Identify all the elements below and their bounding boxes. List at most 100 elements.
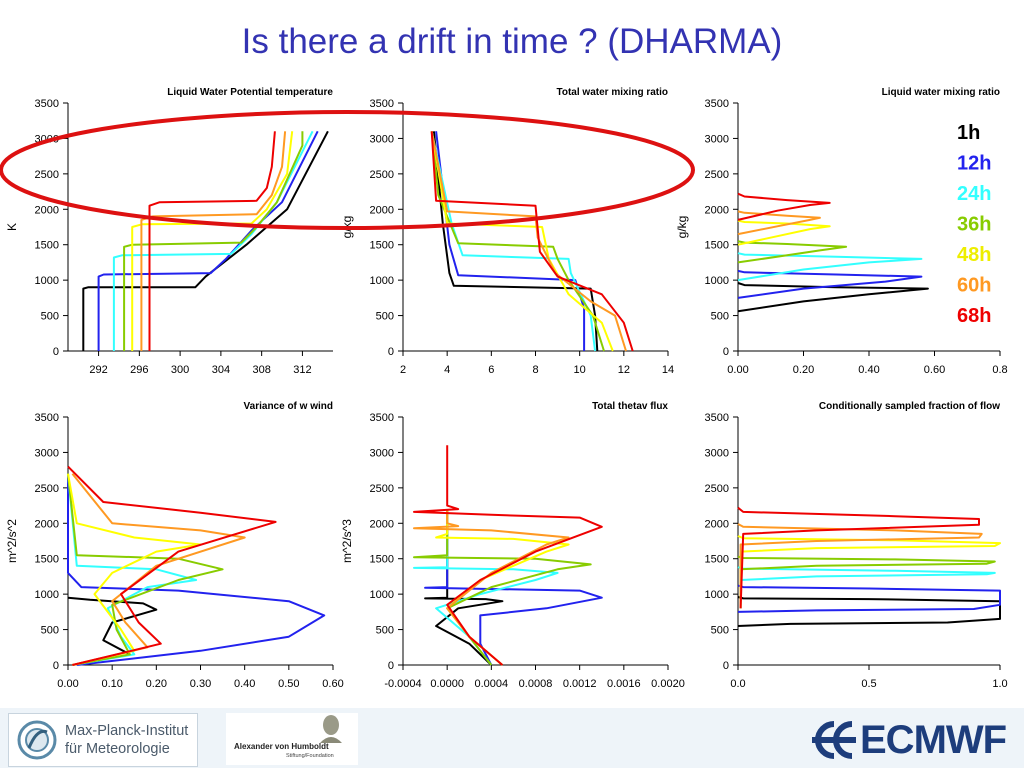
ecmwf-wave-icon (812, 721, 856, 759)
x-tick-label: 8 (532, 364, 538, 376)
x-tick-label: 0.5 (861, 678, 876, 690)
chart-total-water-mixing-ratio: 0 500 1000 1500 2000 2500 3000 3500 2 4 6 8 10 12 14 To… (340, 87, 674, 376)
legend-entry: 1h (957, 122, 980, 144)
x-tick-label: 12 (618, 364, 630, 376)
y-tick-label: 0 (53, 346, 59, 358)
series-line (424, 509, 603, 666)
ecmwf-logo: ECMWF (806, 718, 1018, 762)
series-line (131, 131, 294, 351)
x-tick-label: 10 (574, 364, 586, 376)
y-tick-label: 1500 (370, 554, 394, 566)
series-line (123, 131, 304, 351)
y-tick-label: 500 (41, 625, 59, 637)
series-line (737, 219, 831, 246)
y-tick-label: 1000 (35, 589, 59, 601)
y-tick-label: 2000 (705, 518, 729, 530)
series-line (413, 509, 570, 666)
x-tick-label: 0.20 (793, 364, 814, 376)
y-tick-label: 2000 (35, 204, 59, 216)
x-tick-label: 312 (293, 364, 311, 376)
highlight-ellipse-shape (0, 110, 695, 230)
series-line (737, 596, 1001, 627)
y-tick-label: 3500 (35, 412, 59, 424)
y-tick-label: 500 (41, 311, 59, 323)
chart-conditionally-sampled-fraction: 0 500 1000 1500 2000 2500 3000 3500 0.0 0.5 1.0 Con… (705, 401, 1008, 690)
y-tick-label: 2500 (35, 483, 59, 495)
series-line (67, 596, 158, 656)
x-tick-label: 0.20 (146, 678, 167, 690)
ecmwf-wordmark: ECMWF (860, 718, 1007, 762)
x-tick-label: 0.0 (730, 678, 745, 690)
x-tick-label: 0.0020 (651, 678, 685, 690)
x-tick-label: 296 (130, 364, 148, 376)
x-tick-label: 304 (212, 364, 230, 376)
series-line (737, 240, 848, 264)
series-line (432, 131, 599, 352)
y-tick-label: 1500 (35, 554, 59, 566)
series-line (97, 130, 319, 351)
y-tick-label: 1500 (370, 240, 394, 252)
y-tick-label: 2500 (705, 483, 729, 495)
y-tick-label: 1500 (35, 240, 59, 252)
mpi-logo: Max-Planck-Institut für Meteorologie (8, 713, 198, 767)
x-tick-label: 0.0000 (430, 678, 464, 690)
y-tick-label: 0 (388, 346, 394, 358)
chart-total-thetav-flux: 0 500 1000 1500 2000 2500 3000 3500 -0.0004 0.000… (340, 401, 685, 690)
mpi-line1: Max-Planck-Institut (65, 723, 189, 739)
y-tick-label: 2000 (705, 204, 729, 216)
chart-variance-of-w-wind: 0 500 1000 1500 2000 2500 3000 3500 0.00 0.10 0.20… (5, 401, 344, 690)
legend-entry: 68h (957, 305, 991, 327)
x-tick-label: 0.0016 (607, 678, 641, 690)
chart-title: Liquid water mixing ratio (882, 87, 1000, 98)
y-tick-label: 1000 (705, 275, 729, 287)
y-tick-label: 1500 (705, 554, 729, 566)
y-tick-label: 1000 (35, 275, 59, 287)
y-tick-label: 2000 (35, 518, 59, 530)
series-line (140, 131, 287, 351)
x-tick-label: 4 (444, 364, 450, 376)
series-line (430, 131, 614, 352)
humboldt-subtitle: Stiftung/Foundation (286, 753, 334, 759)
footer-bar: Max-Planck-Institut für Meteorologie Ale… (0, 708, 1024, 768)
x-tick-label: 6 (488, 364, 494, 376)
highlight-ellipse (0, 110, 695, 230)
y-tick-label: 2000 (370, 518, 394, 530)
y-tick-label: 2500 (705, 169, 729, 181)
x-tick-label: 0.60 (924, 364, 945, 376)
y-tick-label: 2500 (35, 169, 59, 181)
series-line (413, 509, 559, 666)
y-tick-label: 1500 (705, 240, 729, 252)
chart-title: Conditionally sampled fraction of flow (819, 401, 1000, 412)
x-tick-label: -0.0004 (384, 678, 421, 690)
series-line (67, 473, 202, 666)
x-tick-label: 300 (171, 364, 189, 376)
humboldt-portrait-icon (320, 715, 342, 743)
x-tick-label: 1.0 (992, 678, 1007, 690)
series-line (737, 523, 983, 609)
chart-liquid-water-mixing-ratio: 0 500 1000 1500 2000 2500 3000 3500 0.00 0.20 0.40… (675, 87, 1008, 376)
x-tick-label: 0.00 (727, 364, 748, 376)
x-tick-label: 0.40 (858, 364, 879, 376)
y-tick-label: 3000 (370, 447, 394, 459)
y-tick-label: 3000 (35, 447, 59, 459)
y-axis-label: m^2/s^2 (5, 519, 19, 563)
y-tick-label: 3500 (705, 98, 729, 110)
legend-entry: 36h (957, 214, 991, 236)
series-line (430, 131, 605, 352)
series-line (737, 252, 923, 282)
series-line (435, 509, 570, 666)
series-line (737, 282, 929, 313)
y-tick-label: 3500 (705, 412, 729, 424)
y-tick-label: 3000 (705, 133, 729, 145)
humboldt-logo: Alexander von Humboldt Stiftung/Foundati… (226, 713, 358, 765)
x-tick-label: 14 (662, 364, 674, 376)
y-tick-label: 500 (711, 625, 729, 637)
series-line (430, 131, 597, 352)
series-line (737, 192, 831, 221)
y-tick-label: 0 (388, 660, 394, 672)
mpi-swirl-icon (17, 720, 57, 760)
x-tick-label: 0.50 (278, 678, 299, 690)
x-tick-label: 0.30 (190, 678, 211, 690)
